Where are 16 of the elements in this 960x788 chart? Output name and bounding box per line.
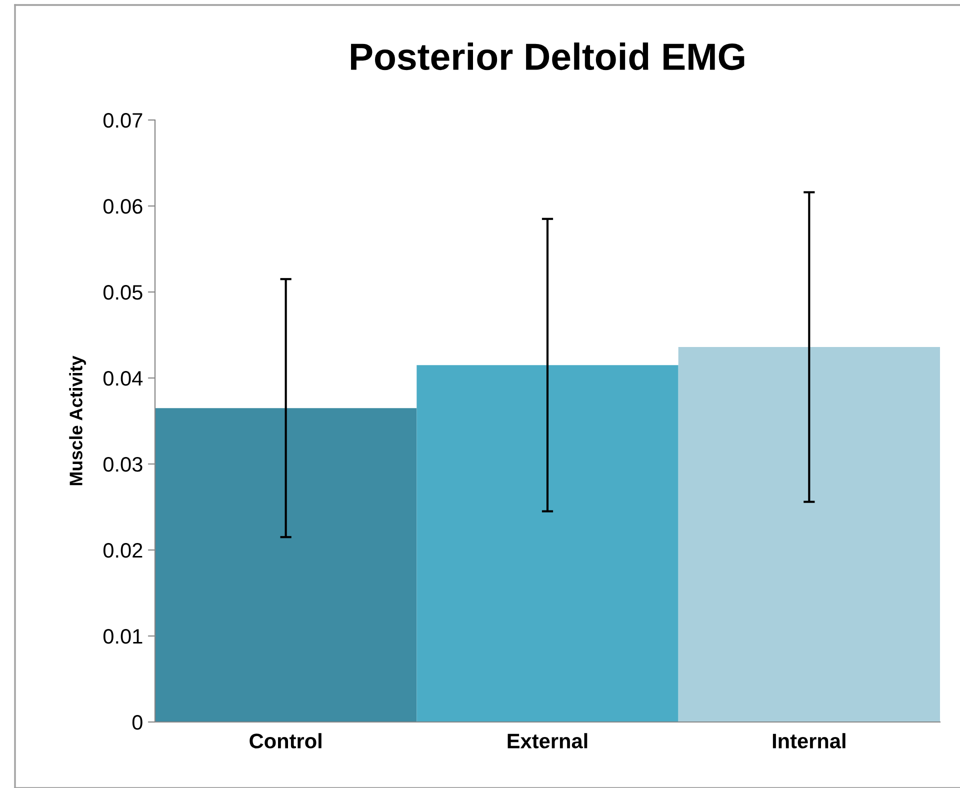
x-tick-label: Control [250,733,322,748]
y-tick-label: 0.01 [103,629,142,644]
y-tick-label: 0.02 [103,543,142,558]
x-tick-label: Internal [772,733,846,748]
y-axis-title: Muscle Activity [69,356,86,486]
x-tick-label: External [508,733,588,748]
bar [678,347,940,722]
chart-title: Posterior Deltoid EMG [351,42,744,70]
bar [155,408,417,722]
y-tick-label: 0 [132,715,142,730]
y-tick-label: 0.04 [103,371,143,386]
y-tick-label: 0.07 [103,113,142,128]
y-tick-label: 0.06 [103,199,142,214]
bar [416,365,678,722]
y-tick-label: 0.05 [103,285,142,300]
y-tick-label: 0.03 [103,457,142,472]
